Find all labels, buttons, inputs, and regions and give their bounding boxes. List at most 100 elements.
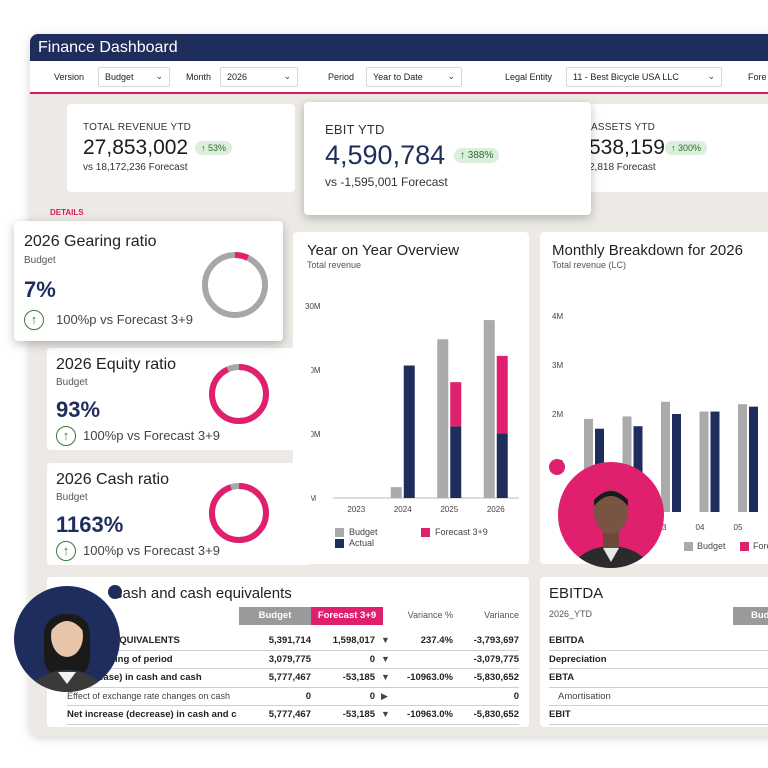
kpi-value: 538,159 xyxy=(589,136,665,159)
column-header-forecast[interactable]: Forecast 3+9 xyxy=(311,607,383,625)
column-header-variance[interactable]: Variance xyxy=(484,610,519,620)
cell-budget: 5,391,714 xyxy=(268,635,311,646)
filter-bar: Version Budget ⌄ Month 2026 ⌄ Period Yea… xyxy=(30,61,768,94)
variance-indicator-icon: ▶ xyxy=(381,690,388,701)
x-tick-label: 04 xyxy=(696,523,705,532)
yoy-bar-chart: 0M10M20M30M2023202420252026 xyxy=(305,302,519,514)
table-row[interactable]: Depreciation xyxy=(540,651,768,669)
chart-subtitle: Total revenue (LC) xyxy=(552,260,627,270)
month-select[interactable]: 2026 ⌄ xyxy=(220,67,298,87)
kpi-card-assets[interactable]: ASSETS YTD 538,159 ↑ 300% 2,818 Forecast xyxy=(573,104,768,192)
donut-track xyxy=(202,252,268,318)
kpi-subtext: 2,818 Forecast xyxy=(589,162,656,173)
chevron-down-icon: ⌄ xyxy=(283,71,291,81)
row-divider xyxy=(549,705,768,706)
table-row[interactable]: Amortisation xyxy=(540,688,768,706)
cell-forecast: -53,185 xyxy=(342,709,375,720)
bar-forecast xyxy=(450,382,462,427)
row-label: EBTA xyxy=(549,672,575,683)
ratio-footnote: 100%p vs Forecast 3+9 xyxy=(56,312,193,327)
table-row[interactable]: Effect of exchange rate changes on cash 0… xyxy=(47,688,529,706)
arrow-up-icon: ↑ xyxy=(56,541,76,561)
ratio-title: 2026 Gearing ratio xyxy=(24,233,157,250)
kpi-card-revenue[interactable]: TOTAL REVENUE YTD 27,853,002 ↑ 53% vs 18… xyxy=(67,104,295,192)
legend-forecast: Fore xyxy=(753,541,768,551)
row-divider xyxy=(549,649,768,651)
bar-actual xyxy=(710,411,720,512)
row-divider xyxy=(549,686,768,688)
bar-budget xyxy=(483,320,495,498)
table-row[interactable]: Net increase (decrease) in cash and ca 5,… xyxy=(47,706,529,725)
yoy-chart-card: Year on Year Overview Total revenue 0M10… xyxy=(293,232,529,564)
row-label: Depreciation xyxy=(549,653,607,665)
donut-fill xyxy=(209,483,269,543)
cell-budget: 0 xyxy=(305,690,311,702)
row-label: Amortisation xyxy=(558,690,611,702)
ratio-title: 2026 Cash ratio xyxy=(56,471,169,488)
ratio-subtitle: Budget xyxy=(24,255,56,266)
ratio-card-gearing[interactable]: 2026 Gearing ratio Budget 7% ↑ 100%p vs … xyxy=(14,221,283,341)
cell-variance: -3,793,697 xyxy=(473,635,519,646)
ratio-card-cash[interactable]: 2026 Cash ratio Budget 1163% ↑ 100%p vs … xyxy=(47,463,311,565)
row-divider xyxy=(67,723,519,725)
period-value: Year to Date xyxy=(373,72,423,82)
cell-forecast: -53,185 xyxy=(342,672,375,683)
variance-indicator-icon: ▼ xyxy=(381,709,390,719)
kpi-value: 4,590,784 xyxy=(325,140,446,170)
y-tick-label: 30M xyxy=(305,302,321,311)
kpi-card-ebit[interactable]: EBIT YTD 4,590,784 ↑ 388% vs -1,595,001 … xyxy=(304,102,591,215)
ratio-value: 1163% xyxy=(56,512,124,537)
decorative-dot xyxy=(549,459,565,475)
version-select[interactable]: Budget ⌄ xyxy=(98,67,170,87)
month-label: Month xyxy=(186,72,212,82)
bar-forecast xyxy=(496,355,508,434)
y-tick-label: 3M xyxy=(552,361,563,370)
bar-actual xyxy=(749,406,758,512)
row-label: e (decrease) in cash and cash xyxy=(67,672,202,683)
ratio-footnote: 100%p vs Forecast 3+9 xyxy=(83,428,220,443)
ratio-subtitle: Budget xyxy=(56,492,88,503)
table-row[interactable]: EBIT 4, xyxy=(540,706,768,725)
row-divider xyxy=(67,668,519,669)
cash-table-card: cash and cash equivalents Budget Forecas… xyxy=(47,577,529,727)
y-tick-label: 2M xyxy=(552,410,563,419)
x-tick-label: 05 xyxy=(734,523,743,532)
cell-forecast: 0 xyxy=(369,690,375,702)
column-header-variance-pct[interactable]: Variance % xyxy=(407,610,453,620)
status-badge: ↑ 300% xyxy=(665,141,708,155)
variance-indicator-icon: ▼ xyxy=(381,653,390,664)
period-label: Period xyxy=(328,72,355,82)
details-label: DETAILS xyxy=(50,208,84,217)
chart-title: Monthly Breakdown for 2026 xyxy=(552,242,743,259)
table-row[interactable]: EBITDA 4, xyxy=(540,632,768,651)
cell-budget: 5,777,467 xyxy=(268,709,311,720)
cell-forecast: 0 xyxy=(369,653,375,665)
legend-swatch-actual xyxy=(335,539,344,548)
window-title: Finance Dashboard xyxy=(30,34,768,61)
bar-budget xyxy=(738,404,747,512)
column-header-budget[interactable]: Bud xyxy=(733,607,768,625)
table-row[interactable]: the beginning of period 3,079,775 0 ▼ -3,079… xyxy=(47,651,529,669)
arrow-up-icon: ↑ xyxy=(56,426,76,446)
bar-budget xyxy=(437,339,449,498)
table-row[interactable]: e (decrease) in cash and cash 5,777,467 -5… xyxy=(47,669,529,688)
version-label: Version xyxy=(54,72,85,82)
version-value: Budget xyxy=(105,72,134,82)
ratio-subtitle: Budget xyxy=(56,377,88,388)
cell-variance: -5,830,652 xyxy=(473,709,519,720)
period-select[interactable]: Year to Date ⌄ xyxy=(366,67,462,87)
avatar xyxy=(558,462,664,568)
chart-title: Year on Year Overview xyxy=(307,242,460,259)
ratio-card-equity[interactable]: 2026 Equity ratio Budget 93% ↑ 100%p vs … xyxy=(47,348,311,450)
x-tick-label: 2024 xyxy=(394,505,412,514)
legend-budget: Budget xyxy=(697,541,726,551)
kpi-subtext: vs -1,595,001 Forecast xyxy=(325,175,448,189)
table-title: cash and cash equivalents xyxy=(115,585,292,602)
legal-entity-select[interactable]: 11 - Best Bicycle USA LLC ⌄ xyxy=(566,67,722,87)
x-tick-label: 2023 xyxy=(347,505,365,514)
decorative-dot xyxy=(108,585,122,599)
cell-budget: 4, xyxy=(758,709,768,720)
column-header-budget[interactable]: Budget xyxy=(239,607,311,625)
table-row[interactable]: EBTA 4, xyxy=(540,669,768,688)
table-row[interactable]: ND CASH EQUIVALENTS 5,391,714 1,598,017 ▼ 23… xyxy=(47,632,529,651)
